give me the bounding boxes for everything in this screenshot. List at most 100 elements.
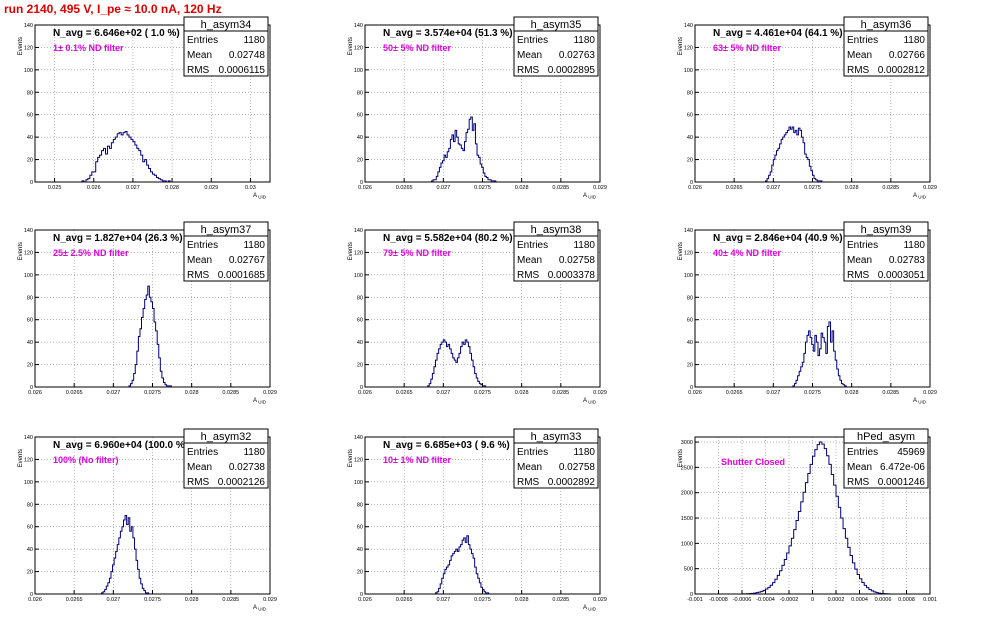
histogram-series [81, 131, 171, 183]
y-tick-label: 140 [684, 23, 693, 29]
y-tick-label: 140 [354, 23, 363, 29]
x-tick-label: 0.0285 [882, 390, 899, 396]
y-tick-label: 40 [357, 340, 363, 346]
y-tick-label: 40 [357, 547, 363, 553]
stats-value: 0.02766 [889, 50, 926, 61]
stats-box [513, 16, 599, 77]
x-tick-label: 0.03 [245, 185, 256, 191]
y-tick-label: 100 [354, 273, 363, 279]
stats-key: Entries [517, 35, 548, 46]
y-tick-label: 3000 [681, 440, 693, 446]
x-tick-label: 0.029 [923, 390, 937, 396]
stats-key: Mean [517, 255, 542, 266]
stats-key: Entries [517, 447, 548, 458]
x-tick-label: 0.0275 [474, 185, 491, 191]
y-tick-label: 0 [30, 385, 33, 391]
plot-frame [34, 24, 271, 183]
x-axis-label: A UID [253, 193, 267, 200]
y-tick-label: 80 [27, 90, 33, 96]
navg-label: N_avg = 5.582e+04 (80.2 %) [383, 233, 513, 244]
y-axis-label: Events [678, 242, 684, 260]
x-tick-label: 0.0265 [396, 597, 413, 603]
stats-box [843, 16, 929, 77]
x-tick-label: 0.0285 [222, 390, 239, 396]
stats-value: 1180 [243, 35, 265, 46]
stats-value: 0.0002895 [548, 65, 596, 76]
y-tick-label: 80 [357, 90, 363, 96]
stats-title: h_asym39 [861, 224, 912, 236]
x-tick-label: 0.0285 [552, 597, 569, 603]
stats-value: 0.02758 [559, 462, 596, 473]
stats-value: 0.0001246 [878, 477, 926, 488]
navg-label: N_avg = 4.461e+04 (64.1 %) [713, 28, 843, 39]
x-tick-label: 0.026 [28, 390, 42, 396]
x-tick-label: 0.028 [515, 597, 529, 603]
navg-label: N_avg = 6.685e+03 ( 9.6 %) [383, 440, 510, 451]
stats-key: RMS [517, 270, 540, 281]
x-axis-label: A UID [583, 398, 597, 405]
x-tick-label: 0.026 [358, 390, 372, 396]
y-axis-label: Events [18, 37, 24, 55]
y-tick-label: 0 [690, 385, 693, 391]
x-tick-label: 0.028 [515, 185, 529, 191]
stats-title: h_asym36 [861, 19, 912, 31]
x-tick-label: 0.001 [923, 597, 937, 603]
filter-label: 50± 5% ND filter [383, 43, 451, 53]
x-tick-label: 0.0265 [726, 390, 743, 396]
histogram-series [792, 321, 847, 387]
y-axis-label: Events [18, 449, 24, 467]
x-tick-label: -0.0008 [709, 597, 728, 603]
y-tick-label: 20 [27, 363, 33, 369]
x-tick-label: 0.0008 [898, 597, 915, 603]
navg-label: N_avg = 2.846e+04 (40.9 %) [713, 233, 843, 244]
y-tick-label: 1000 [681, 541, 693, 547]
x-tick-label: 0.0265 [396, 185, 413, 191]
stats-value: 1180 [903, 240, 925, 251]
x-tick-label: -0.0002 [780, 597, 799, 603]
y-tick-label: 2500 [681, 465, 693, 471]
stats-value: 0.02758 [559, 255, 596, 266]
filter-label: 79± 5% ND filter [383, 248, 451, 258]
x-tick-label: 0.026 [688, 390, 702, 396]
x-tick-label: 0 [811, 597, 814, 603]
stats-value: 0.0003051 [878, 270, 926, 281]
stats-key: Mean [517, 462, 542, 473]
stats-key: Entries [847, 240, 878, 251]
y-tick-label: 60 [27, 525, 33, 531]
x-tick-label: 0.0006 [875, 597, 892, 603]
stats-key: RMS [847, 65, 870, 76]
stats-value: 0.02738 [229, 462, 266, 473]
x-tick-label: 0.0004 [851, 597, 868, 603]
y-tick-label: 60 [357, 525, 363, 531]
y-tick-label: 60 [27, 318, 33, 324]
histogram-pad: 0.026 0.0265 0.027 0.0275 0.028 0.0285 0.029 0 2… [18, 428, 277, 612]
stats-key: Mean [187, 50, 212, 61]
x-tick-label: 0.0265 [66, 597, 83, 603]
stats-value: 0.02783 [889, 255, 926, 266]
stats-value: 45969 [897, 447, 925, 458]
x-tick-label: 0.0265 [396, 390, 413, 396]
histogram-pad: 0.026 0.0265 0.027 0.0275 0.028 0.0285 0.029 0 2… [348, 16, 607, 200]
x-axis-label: A UID [913, 398, 927, 405]
stats-value: 0.02767 [229, 255, 266, 266]
stats-box [513, 221, 599, 282]
filter-label: 1± 0.1% ND filter [53, 43, 124, 53]
stats-value: 0.0001685 [218, 270, 266, 281]
histogram-pad: 0.026 0.0265 0.027 0.0275 0.028 0.0285 0.029 0 2… [18, 221, 277, 405]
stats-box [183, 16, 269, 77]
stats-value: 0.0003378 [548, 270, 596, 281]
stats-key: RMS [517, 65, 540, 76]
y-tick-label: 0 [30, 592, 33, 598]
histogram-series [431, 116, 497, 182]
stats-key: RMS [517, 477, 540, 488]
stats-key: RMS [847, 270, 870, 281]
histogram-series [128, 285, 172, 387]
stats-key: Entries [847, 35, 878, 46]
stats-box [183, 428, 269, 489]
stats-box [183, 221, 269, 282]
x-tick-label: 0.028 [185, 390, 199, 396]
filter-label: 25± 2.5% ND filter [53, 248, 129, 258]
x-tick-label: 0.028 [515, 390, 529, 396]
x-tick-label: 0.027 [436, 390, 450, 396]
